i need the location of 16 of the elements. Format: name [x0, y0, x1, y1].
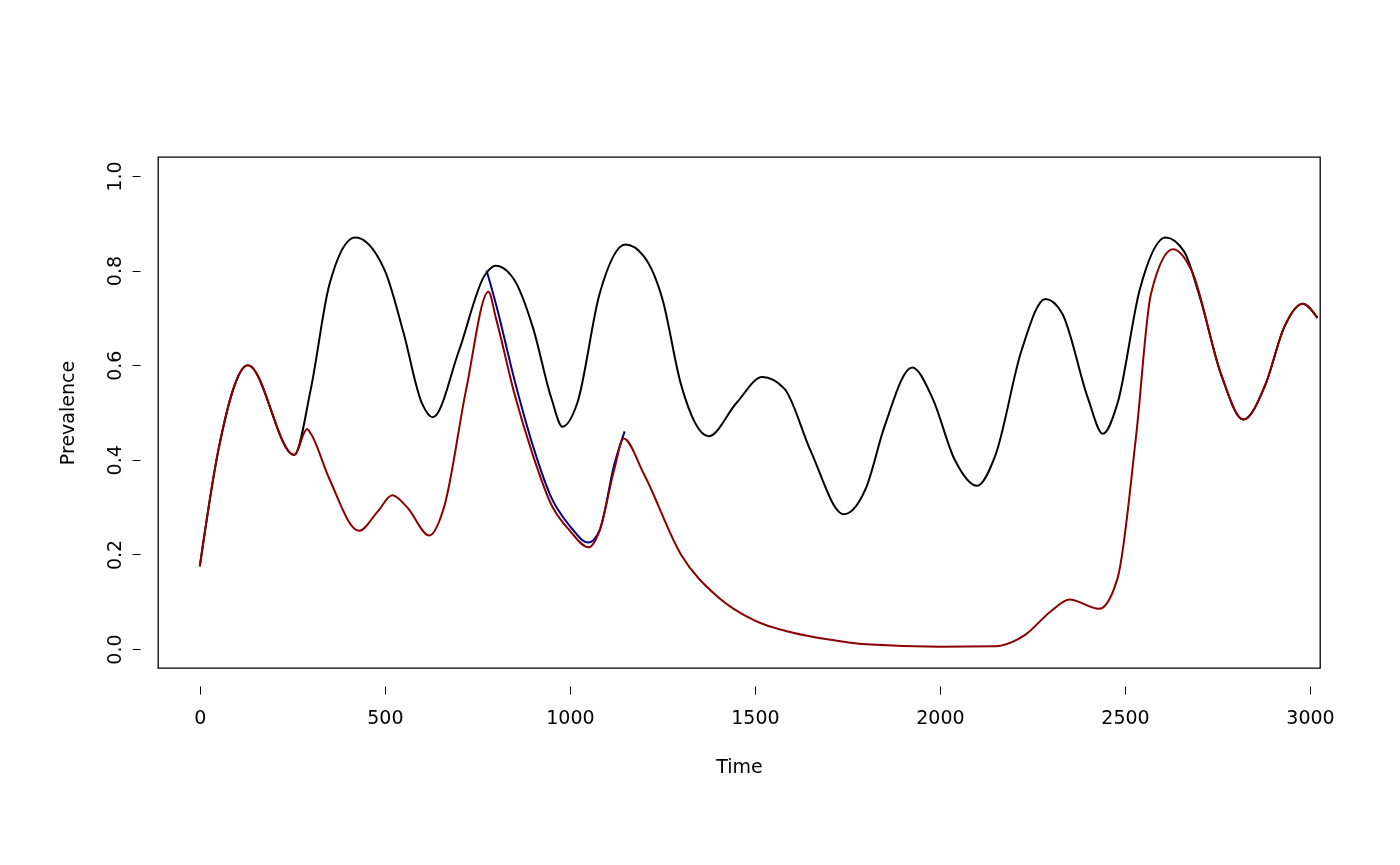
y-tick-label: 1.0 [102, 161, 125, 192]
x-tick-label: 2000 [916, 705, 965, 728]
y-tick-label: 0.2 [102, 539, 125, 571]
y-tick-label: 0.8 [102, 255, 125, 287]
x-axis-title: Time [715, 754, 763, 777]
x-tick-label: 2500 [1101, 705, 1150, 728]
y-tick-label: 0.0 [102, 634, 125, 665]
x-tick-label: 3000 [1286, 705, 1335, 728]
line-series [198, 248, 1319, 648]
x-tick-label: 500 [367, 705, 404, 728]
y-tick-label: 0.4 [102, 445, 125, 476]
y-tick-label: 0.6 [102, 350, 125, 381]
x-tick-label: 1500 [731, 705, 780, 728]
x-tick-label: 0 [194, 705, 207, 728]
y-axis-title: Prevalence [55, 360, 78, 466]
x-tick-label: 1000 [546, 705, 595, 728]
